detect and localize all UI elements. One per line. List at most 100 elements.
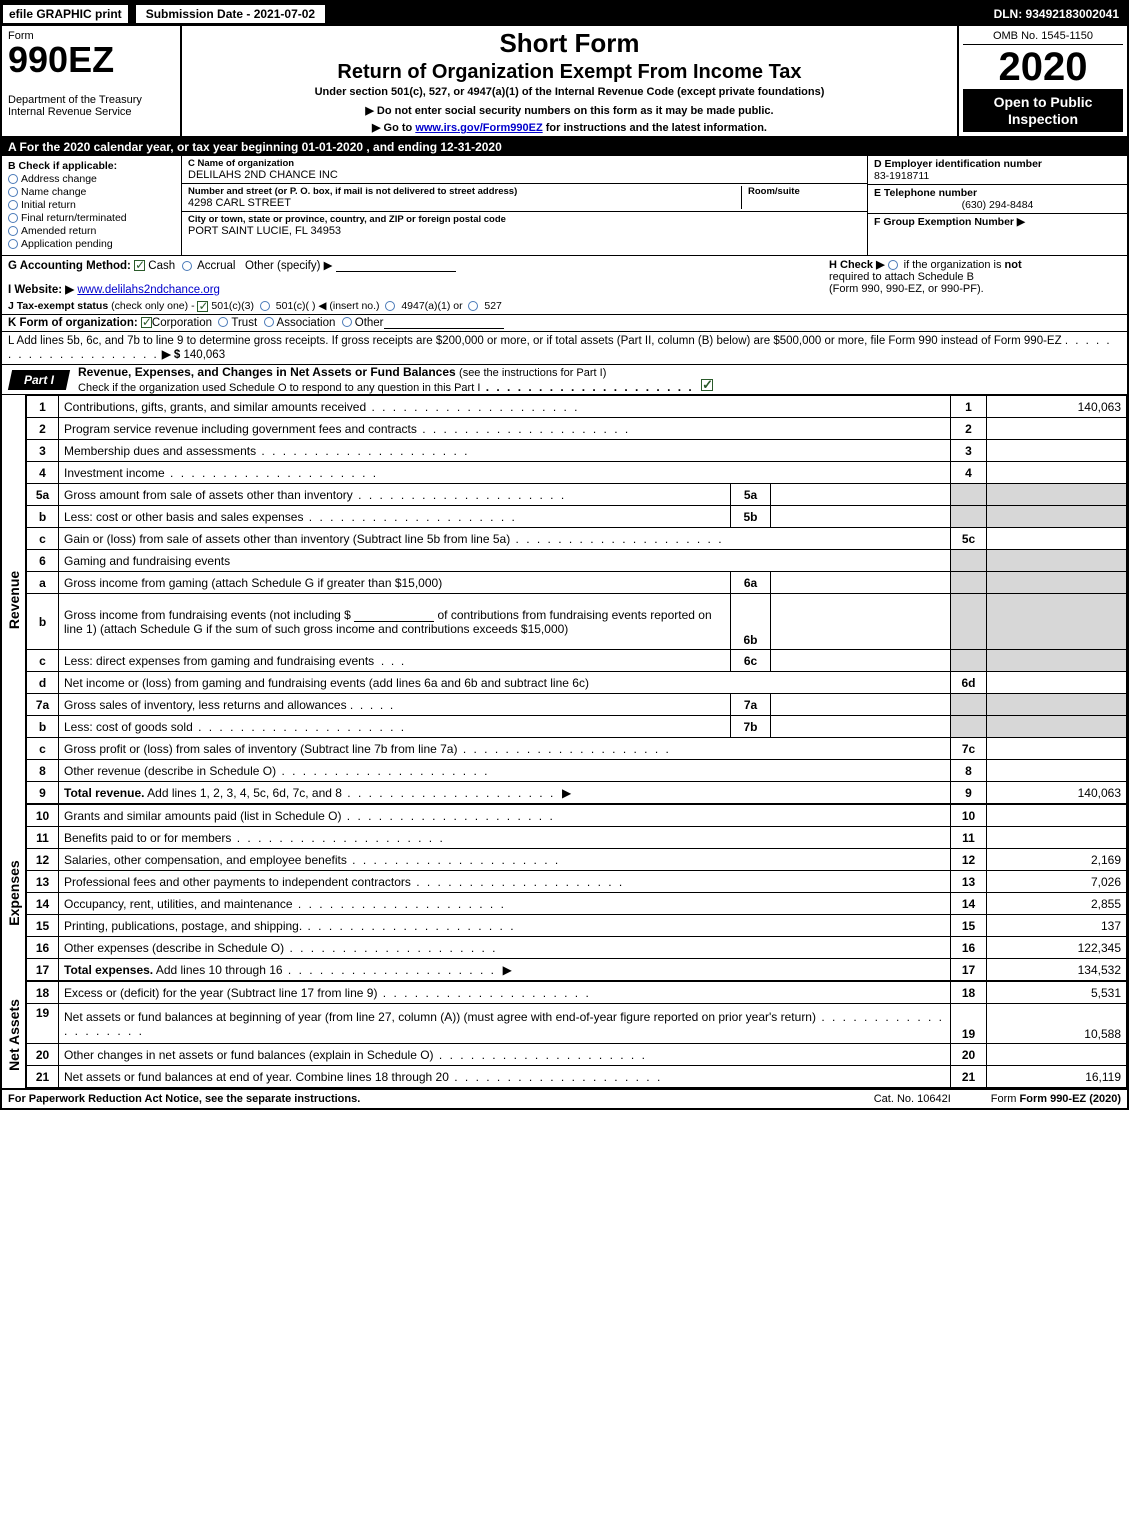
line-15: 15 Printing, publications, postage, and …: [27, 915, 1127, 937]
line-6b: b Gross income from fundraising events (…: [27, 594, 1127, 650]
l14-desc: Occupancy, rent, utilities, and maintena…: [64, 897, 293, 911]
l6a-grey: [951, 572, 987, 594]
chk-cash[interactable]: [134, 260, 145, 271]
line-6d: d Net income or (loss) from gaming and f…: [27, 672, 1127, 694]
l9-desc2: Add lines 1, 2, 3, 4, 5c, 6d, 7c, and 8: [144, 786, 341, 800]
chk-address-change[interactable]: Address change: [8, 173, 175, 185]
l7b-num: b: [27, 716, 59, 738]
l3-col: 3: [951, 440, 987, 462]
expenses-vert-label: Expenses: [2, 804, 26, 981]
cash-label: Cash: [148, 260, 175, 272]
l7a-desc: Gross sales of inventory, less returns a…: [64, 698, 347, 712]
l6c-subval: [771, 650, 951, 672]
l5c-amt: [987, 528, 1127, 550]
chk-other-org[interactable]: [342, 317, 352, 327]
l21-col: 21: [951, 1066, 987, 1088]
org-name: DELILAHS 2ND CHANCE INC: [188, 169, 861, 181]
l-arrow: ▶ $: [162, 349, 180, 361]
l12-amt: 2,169: [987, 849, 1127, 871]
l5b-sub: 5b: [731, 506, 771, 528]
other-blank[interactable]: [336, 260, 456, 272]
l19-col: 19: [951, 1004, 987, 1044]
l13-col: 13: [951, 871, 987, 893]
box-c: C Name of organization DELILAHS 2ND CHAN…: [182, 156, 867, 255]
chk-final-return[interactable]: Final return/terminated: [8, 212, 175, 224]
l2-desc: Program service revenue including govern…: [64, 422, 417, 436]
opt-corp: Corporation: [152, 317, 212, 329]
city-label: City or town, state or province, country…: [188, 214, 861, 225]
l13-desc: Professional fees and other payments to …: [64, 875, 411, 889]
chk-501c[interactable]: [260, 301, 270, 311]
l6-grey: [951, 550, 987, 572]
row-k: K Form of organization: Corporation Trus…: [2, 315, 1127, 332]
chk-amended-return[interactable]: Amended return: [8, 225, 175, 237]
l6a-subval: [771, 572, 951, 594]
l6b-desc-pre: Gross income from fundraising events (no…: [64, 608, 354, 622]
l8-num: 8: [27, 760, 59, 782]
l19-num: 19: [27, 1004, 59, 1044]
row-l: L Add lines 5b, 6c, and 7b to line 9 to …: [2, 332, 1127, 364]
l14-num: 14: [27, 893, 59, 915]
l17-amt: 134,532: [987, 959, 1127, 981]
irs-link[interactable]: www.irs.gov/Form990EZ: [415, 122, 542, 134]
l6b-grey: [951, 594, 987, 650]
ein-label: D Employer identification number: [874, 158, 1121, 170]
chk-initial-return-label: Initial return: [21, 199, 76, 211]
chk-501c3[interactable]: [197, 301, 208, 312]
irs-label: Internal Revenue Service: [8, 106, 174, 118]
l6c-grey-amt: [987, 650, 1127, 672]
l10-num: 10: [27, 805, 59, 827]
chk-4947[interactable]: [385, 301, 395, 311]
opt-4947: 4947(a)(1) or: [401, 300, 462, 312]
l6b-blank[interactable]: [354, 610, 434, 622]
l17-desc2: Add lines 10 through 16: [153, 963, 282, 977]
accrual-label: Accrual: [197, 260, 235, 272]
l11-amt: [987, 827, 1127, 849]
l1-amt: 140,063: [987, 396, 1127, 418]
l5a-subval: [771, 484, 951, 506]
line-16: 16 Other expenses (describe in Schedule …: [27, 937, 1127, 959]
line-18: 18 Excess or (deficit) for the year (Sub…: [27, 982, 1127, 1004]
efile-print-button[interactable]: efile GRAPHIC print: [2, 4, 129, 24]
l11-num: 11: [27, 827, 59, 849]
l6d-amt: [987, 672, 1127, 694]
l8-amt: [987, 760, 1127, 782]
l5a-grey: [951, 484, 987, 506]
chk-assoc[interactable]: [264, 317, 274, 327]
chk-schedule-o[interactable]: [701, 379, 713, 391]
l15-amt: 137: [987, 915, 1127, 937]
website-link[interactable]: www.delilahs2ndchance.org: [77, 284, 220, 296]
chk-527[interactable]: [468, 301, 478, 311]
line-7c: c Gross profit or (loss) from sales of i…: [27, 738, 1127, 760]
part-i-header: Part I Revenue, Expenses, and Changes in…: [2, 364, 1127, 395]
chk-initial-return[interactable]: Initial return: [8, 199, 175, 211]
line-5a: 5a Gross amount from sale of assets othe…: [27, 484, 1127, 506]
expenses-table: 10 Grants and similar amounts paid (list…: [26, 804, 1127, 981]
l7a-grey: [951, 694, 987, 716]
line-2: 2 Program service revenue including gove…: [27, 418, 1127, 440]
l6-num: 6: [27, 550, 59, 572]
chk-h[interactable]: [888, 260, 898, 270]
l5a-desc: Gross amount from sale of assets other t…: [64, 488, 353, 502]
line-17: 17 Total expenses. Add lines 10 through …: [27, 959, 1127, 981]
chk-amended-return-label: Amended return: [21, 225, 96, 237]
net-assets-section: Net Assets 18 Excess or (deficit) for th…: [2, 981, 1127, 1088]
chk-trust[interactable]: [218, 317, 228, 327]
line-7b: b Less: cost of goods sold 7b: [27, 716, 1127, 738]
l-text: L Add lines 5b, 6c, and 7b to line 9 to …: [8, 335, 1062, 347]
line-20: 20 Other changes in net assets or fund b…: [27, 1044, 1127, 1066]
l6a-grey-amt: [987, 572, 1127, 594]
goto-pre: ▶ Go to: [372, 122, 415, 134]
chk-accrual[interactable]: [182, 261, 192, 271]
other-org-blank[interactable]: [384, 317, 504, 329]
chk-application-pending[interactable]: Application pending: [8, 238, 175, 250]
l6a-num: a: [27, 572, 59, 594]
chk-corp[interactable]: [141, 317, 152, 328]
chk-name-change[interactable]: Name change: [8, 186, 175, 198]
l16-desc: Other expenses (describe in Schedule O): [64, 941, 284, 955]
l2-amt: [987, 418, 1127, 440]
line-19: 19 Net assets or fund balances at beginn…: [27, 1004, 1127, 1044]
box-b-label: B Check if applicable:: [8, 160, 175, 172]
l20-desc: Other changes in net assets or fund bala…: [64, 1048, 434, 1062]
l11-col: 11: [951, 827, 987, 849]
